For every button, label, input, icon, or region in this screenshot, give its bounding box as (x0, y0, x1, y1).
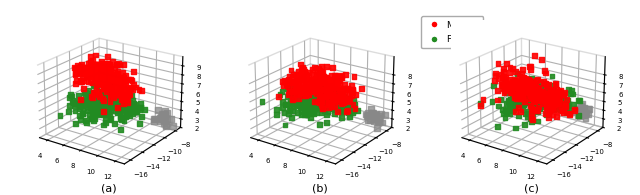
Text: (c): (c) (524, 183, 539, 193)
Text: (a): (a) (101, 183, 116, 193)
Text: (b): (b) (312, 183, 328, 193)
Legend: Male, Female: Male, Female (421, 16, 483, 49)
